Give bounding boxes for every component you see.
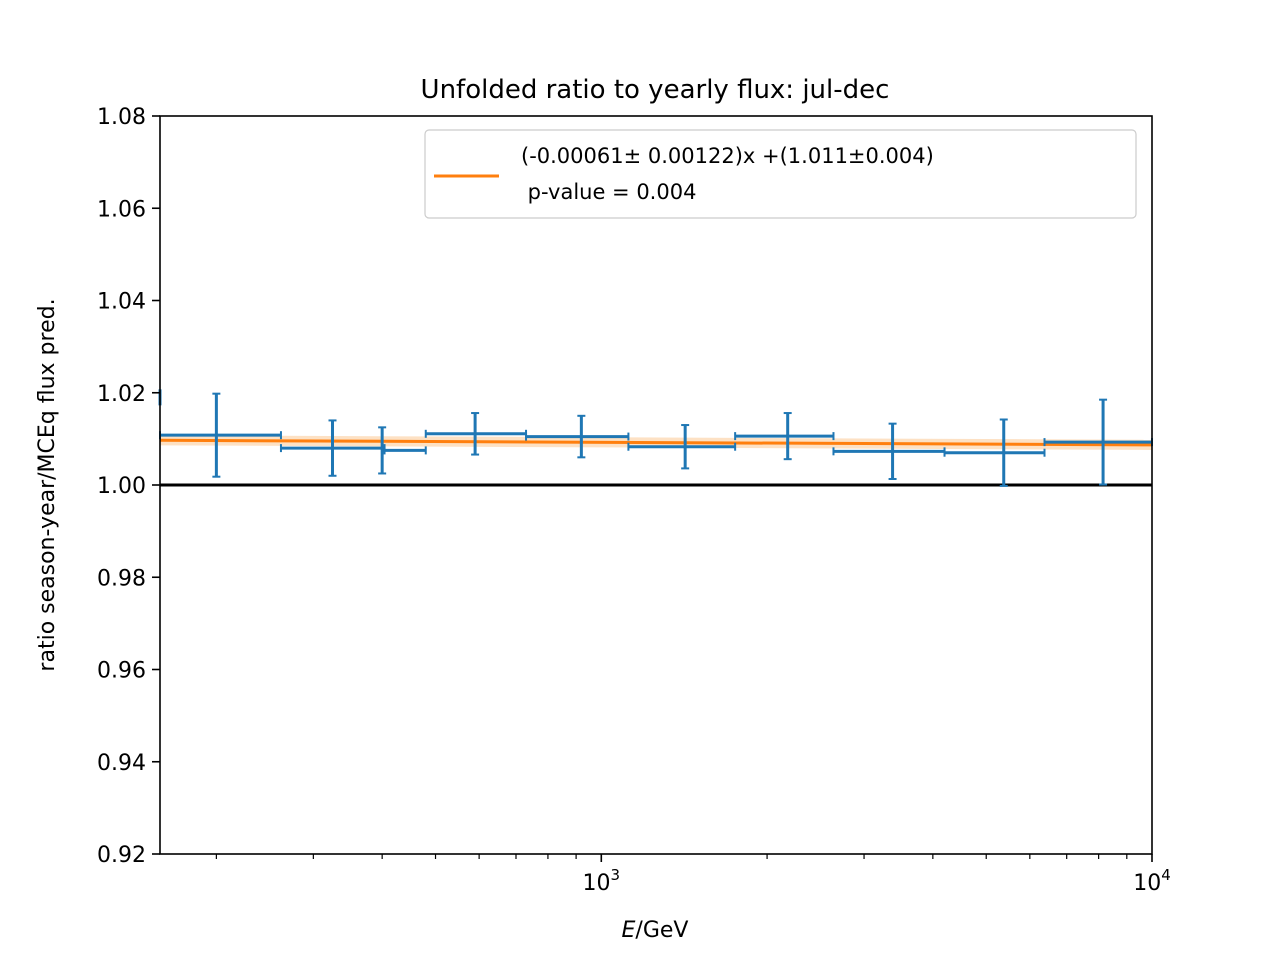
- data-point-9: [943, 418, 1046, 487]
- y-tick-label: 1.00: [97, 474, 146, 499]
- x-tick-label: 104: [1133, 866, 1171, 896]
- legend: (-0.00061± 0.00122)x +(1.011±0.004) p-va…: [424, 129, 1137, 219]
- fit-line: [159, 438, 1153, 447]
- legend-fit-label: (-0.00061± 0.00122)x +(1.011±0.004): [521, 144, 934, 168]
- chart-title: Unfolded ratio to yearly flux: jul-dec: [421, 75, 890, 105]
- data-point-7: [734, 412, 835, 461]
- data-point-1: [159, 392, 282, 478]
- y-tick-label: 0.92: [97, 843, 146, 868]
- data-point-2: [279, 419, 386, 477]
- x-axis-label-unit: /GeV: [635, 918, 688, 943]
- x-axis-label-var: E: [622, 918, 636, 943]
- y-axis-label: ratio season-year/MCEq flux pred.: [35, 298, 60, 671]
- y-tick-label: 1.02: [97, 382, 146, 407]
- data-point-3: [378, 426, 427, 475]
- data-point-5: [525, 414, 630, 459]
- x-tick-label: 103: [583, 866, 621, 896]
- y-tick-label: 1.06: [97, 197, 146, 222]
- x-axis-label: E/GeV: [622, 918, 689, 943]
- data-point-8: [832, 422, 946, 481]
- x-axis: 103 104: [215, 854, 1171, 896]
- y-tick-label: 1.04: [97, 290, 146, 315]
- data-point-10: [1043, 398, 1153, 486]
- plot-area: [158, 389, 1153, 487]
- legend-pvalue-label: p-value = 0.004: [521, 180, 696, 204]
- legend-box: [424, 129, 1137, 219]
- y-tick-label: 0.96: [97, 659, 146, 684]
- y-axis: 0.92 0.94 0.96 0.98 1.00 1.02 1.04 1.06 1.08: [97, 105, 160, 868]
- y-tick-label: 1.08: [97, 105, 146, 130]
- data-point-4: [424, 412, 528, 456]
- data-point-6: [627, 424, 737, 470]
- y-tick-label: 0.94: [97, 751, 146, 776]
- y-tick-label: 0.98: [97, 566, 146, 591]
